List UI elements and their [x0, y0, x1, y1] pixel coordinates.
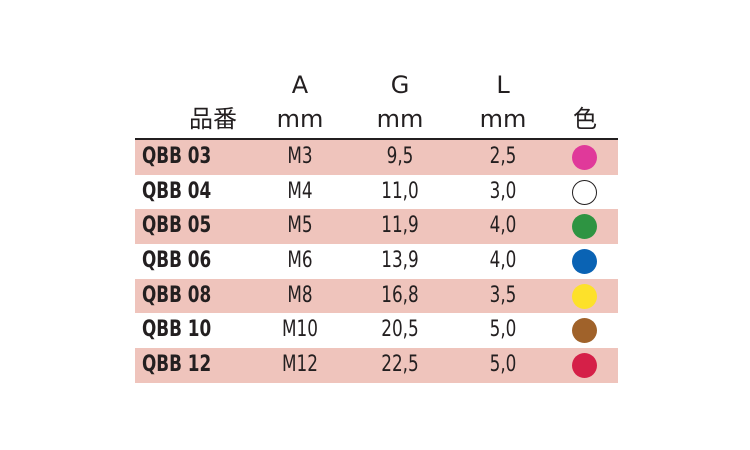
value-l: 3,0: [489, 178, 517, 204]
value-l: 4,0: [489, 248, 517, 274]
header-row-letters: A G L: [135, 68, 618, 102]
value-a: M6: [287, 248, 313, 274]
table-row: QBB 12 M12 22,5 5,0: [135, 348, 618, 383]
product-code: QBB 03: [142, 144, 212, 169]
header-l-unit: mm: [479, 105, 527, 133]
product-code: QBB 10: [142, 317, 212, 343]
color-swatch: [572, 214, 597, 240]
header-a-unit: mm: [276, 105, 324, 133]
table-row: QBB 08 M8 16,8 3,5: [135, 278, 618, 314]
header-g: G: [390, 71, 410, 99]
color-swatch: [572, 249, 597, 275]
product-table: A G L 品番 mm mm mm 色 QBB 03 M3 9,5 2,5 QB…: [135, 68, 618, 383]
product-code: QBB 08: [142, 282, 212, 308]
value-a: M5: [287, 213, 313, 239]
color-swatch: [572, 353, 597, 379]
header-color: 色: [573, 105, 597, 133]
value-g: 11,9: [381, 213, 419, 239]
color-swatch: [572, 318, 597, 344]
product-code: QBB 05: [142, 213, 212, 239]
header-a: A: [291, 71, 309, 99]
table-row: QBB 04 M4 11,0 3,0: [135, 175, 618, 210]
value-a: M12: [282, 352, 318, 378]
color-swatch: [572, 145, 597, 170]
value-l: 2,5: [489, 144, 517, 169]
table-row: QBB 05 M5 11,9 4,0: [135, 209, 618, 245]
value-a: M3: [287, 144, 313, 169]
header-row-units: 品番 mm mm mm 色: [135, 102, 618, 136]
color-swatch: [572, 283, 597, 309]
header-l: L: [496, 71, 510, 99]
value-g: 13,9: [381, 248, 419, 274]
value-l: 5,0: [489, 317, 517, 343]
value-a: M10: [282, 317, 318, 343]
header-divider: [135, 138, 618, 140]
table-row: QBB 06 M6 13,9 4,0: [135, 244, 618, 279]
product-code: QBB 04: [142, 178, 212, 204]
header-name: 品番: [189, 105, 237, 133]
product-code: QBB 12: [142, 352, 212, 378]
color-swatch: [572, 179, 597, 205]
value-g: 22,5: [381, 352, 419, 378]
table-row: QBB 10 M10 20,5 5,0: [135, 313, 618, 348]
value-g: 20,5: [381, 317, 419, 343]
value-a: M4: [287, 178, 313, 204]
product-code: QBB 06: [142, 248, 212, 274]
value-l: 3,5: [489, 282, 517, 308]
value-g: 16,8: [381, 282, 419, 308]
value-g: 9,5: [386, 144, 414, 169]
value-g: 11,0: [381, 178, 419, 204]
value-l: 5,0: [489, 352, 517, 378]
value-a: M8: [287, 282, 313, 308]
value-l: 4,0: [489, 213, 517, 239]
header-g-unit: mm: [376, 105, 424, 133]
table-row: QBB 03 M3 9,5 2,5: [135, 140, 618, 175]
